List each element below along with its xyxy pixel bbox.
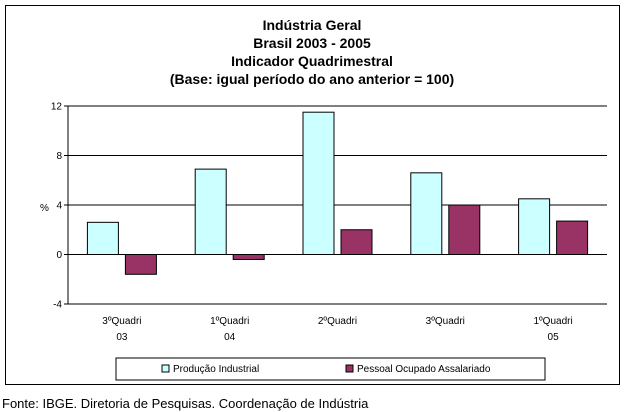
bar [518, 198, 551, 255]
x-tick-label-line: 3ºQuadri [426, 316, 465, 327]
title-line: Brasil 2003 - 2005 [253, 35, 371, 51]
x-tick-label-line: 05 [548, 332, 560, 343]
bar [410, 172, 443, 255]
y-tick-label: 4 [56, 201, 62, 212]
legend: Produção Industrial Pessoal Ocupado Assal… [115, 357, 546, 381]
chart-frame: Indústria Geral Brasil 2003 - 2005 Indicad… [5, 5, 620, 385]
legend-swatch [345, 364, 354, 373]
bar [194, 168, 227, 255]
legend-box [115, 357, 546, 381]
x-tick-label-line: 03 [116, 332, 128, 343]
bar [232, 254, 265, 260]
bar [448, 204, 481, 255]
x-tick-label: 3ºQuadri [426, 316, 465, 327]
source-note: Fonte: IBGE. Diretoria de Pesquisas. Coo… [2, 396, 369, 411]
gridlines [68, 105, 607, 255]
y-tick-label: 12 [51, 102, 63, 113]
x-tick-label: 1ºQuadri 05 [533, 316, 572, 343]
x-tick-label-line: 3ºQuadri [102, 316, 141, 327]
title-line: Indicador Quadrimestral [231, 53, 393, 69]
y-tick-label: -4 [53, 300, 62, 311]
y-axis-label: % [40, 203, 49, 214]
x-tick-label: 3ºQuadri 03 [102, 316, 141, 343]
legend-label: Produção Industrial [173, 364, 259, 375]
x-tick-label: 1ºQuadri 04 [210, 316, 249, 343]
bar [86, 221, 119, 255]
bar [302, 111, 335, 255]
title-line: (Base: igual período do ano anterior = 1… [170, 71, 454, 87]
legend-swatch [161, 364, 170, 373]
x-tick-label-line: 1ºQuadri [533, 316, 572, 327]
x-tick-label-line: 2ºQuadri [318, 316, 357, 327]
bar [340, 229, 373, 255]
x-tick-labels: 3ºQuadri 03 1ºQuadri 04 2ºQuadri 3ºQuadri 1ºQu… [102, 316, 572, 343]
x-tick-label-line: 04 [224, 332, 236, 343]
bar-chart: Indústria Geral Brasil 2003 - 2005 Indicad… [40, 17, 607, 381]
bar [556, 220, 589, 255]
chart-title: Indústria Geral Brasil 2003 - 2005 Indicad… [170, 17, 454, 87]
axes [64, 105, 607, 305]
x-tick-label: 2ºQuadri [318, 316, 357, 327]
x-tick-label-line: 1ºQuadri [210, 316, 249, 327]
bar [124, 254, 157, 275]
y-tick-label: 0 [56, 250, 62, 261]
title-line: Indústria Geral [263, 17, 362, 33]
y-tick-labels: -4 0 4 8 12 [51, 102, 63, 311]
bars [86, 111, 589, 275]
y-tick-label: 8 [56, 151, 62, 162]
legend-label: Pessoal Ocupado Assalariado [357, 364, 491, 375]
